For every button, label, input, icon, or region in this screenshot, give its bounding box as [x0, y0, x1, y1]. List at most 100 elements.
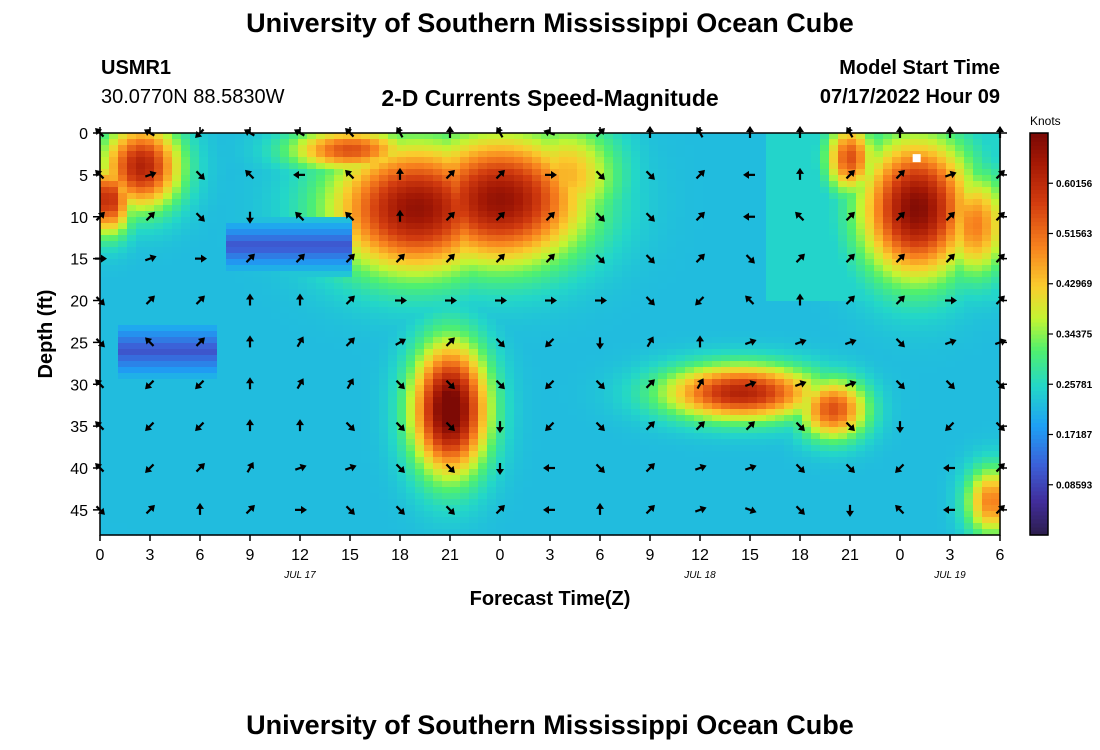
heatmap-cell [127, 241, 137, 248]
heatmap-cell [208, 241, 218, 248]
heatmap-cell [721, 487, 731, 494]
heatmap-cell [235, 157, 245, 164]
heatmap-cell [145, 235, 155, 242]
heatmap-cell [271, 469, 281, 476]
heatmap-cell [118, 169, 128, 176]
heatmap-cell [658, 373, 668, 380]
heatmap-cell [622, 175, 632, 182]
heatmap-cell [487, 481, 497, 488]
heatmap-cell [262, 487, 272, 494]
heatmap-cell [469, 487, 479, 494]
heatmap-cell [550, 523, 560, 530]
heatmap-cell [640, 487, 650, 494]
heatmap-cell [478, 241, 488, 248]
heatmap-cell [622, 289, 632, 296]
heatmap-cell [487, 271, 497, 278]
heatmap-cell [568, 247, 578, 254]
heatmap-cell [478, 463, 488, 470]
heatmap-cell [334, 151, 344, 158]
heatmap-cell [748, 349, 758, 356]
heatmap-cell [514, 415, 524, 422]
heatmap-cell [766, 133, 776, 140]
heatmap-cell [334, 271, 344, 278]
heatmap-cell [694, 163, 704, 170]
heatmap-cell [658, 199, 668, 206]
heatmap-cell [478, 361, 488, 368]
heatmap-cell [505, 337, 515, 344]
heatmap-cell [460, 439, 470, 446]
heatmap-cell [631, 337, 641, 344]
heatmap-cell [685, 205, 695, 212]
heatmap-cell [487, 181, 497, 188]
heatmap-cell [703, 427, 713, 434]
heatmap-cell [685, 277, 695, 284]
heatmap-cell [667, 181, 677, 188]
heatmap-cell [541, 511, 551, 518]
heatmap-cell [109, 385, 119, 392]
heatmap-cell [343, 487, 353, 494]
heatmap-cell [208, 457, 218, 464]
heatmap-cell [289, 433, 299, 440]
heatmap-cell [379, 349, 389, 356]
heatmap-cell [244, 349, 254, 356]
heatmap-cell [208, 271, 218, 278]
heatmap-cell [514, 367, 524, 374]
heatmap-cell [244, 187, 254, 194]
heatmap-cell [469, 241, 479, 248]
heatmap-cell [604, 265, 614, 272]
heatmap-cell [460, 517, 470, 524]
heatmap-cell [586, 355, 596, 362]
heatmap-cell [343, 355, 353, 362]
heatmap-cell [109, 427, 119, 434]
heatmap-cell [316, 475, 326, 482]
heatmap-cell [649, 331, 659, 338]
heatmap-cell [496, 331, 506, 338]
heatmap-cell [631, 199, 641, 206]
heatmap-cell [505, 295, 515, 302]
heatmap-cell [334, 469, 344, 476]
heatmap-cell [370, 349, 380, 356]
heatmap-cell [496, 367, 506, 374]
heatmap-cell [127, 421, 137, 428]
heatmap-cell [163, 169, 173, 176]
heatmap-cell [469, 151, 479, 158]
heatmap-cell [685, 379, 695, 386]
heatmap-cell [640, 307, 650, 314]
heatmap-cell [397, 367, 407, 374]
heatmap-cell [316, 271, 326, 278]
heatmap-cell [658, 271, 668, 278]
heatmap-cell [154, 421, 164, 428]
heatmap-cell [307, 511, 317, 518]
heatmap-cell [451, 379, 461, 386]
heatmap-cell [514, 157, 524, 164]
heatmap-cell [172, 265, 182, 272]
heatmap-cell [316, 175, 326, 182]
heatmap-cell [739, 169, 749, 176]
heatmap-cell [217, 505, 227, 512]
heatmap-cell [541, 445, 551, 452]
heatmap-cell [514, 439, 524, 446]
heatmap-cell [577, 331, 587, 338]
heatmap-cell [451, 337, 461, 344]
heatmap-cell [388, 361, 398, 368]
heatmap-cell [433, 349, 443, 356]
heatmap-cell [388, 301, 398, 308]
heatmap-cell [730, 295, 740, 302]
heatmap-cell [586, 391, 596, 398]
heatmap-cell [532, 265, 542, 272]
heatmap-cell [118, 493, 128, 500]
heatmap-cell [514, 283, 524, 290]
heatmap-cell [136, 343, 146, 350]
heatmap-cell [415, 529, 425, 536]
heatmap-cell [469, 265, 479, 272]
heatmap-cell [145, 187, 155, 194]
heatmap-cell [460, 343, 470, 350]
heatmap-cell [667, 295, 677, 302]
heatmap-cell [271, 373, 281, 380]
heatmap-cell [649, 367, 659, 374]
heatmap-cell [505, 529, 515, 536]
heatmap-cell [487, 175, 497, 182]
heatmap-cell [703, 445, 713, 452]
heatmap-cell [226, 403, 236, 410]
heatmap-cell [262, 349, 272, 356]
